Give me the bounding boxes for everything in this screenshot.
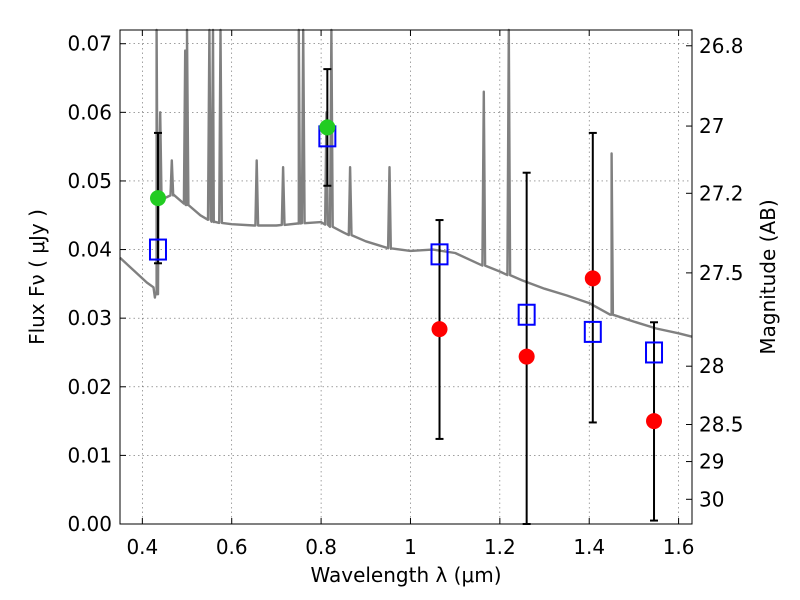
model-square-marker	[148, 238, 167, 261]
right-tick-label: 27	[699, 114, 724, 138]
axis-ticks	[120, 30, 692, 525]
observed-photometry-points	[149, 119, 663, 430]
x-tick-label: 1.6	[663, 535, 695, 559]
y-axis-label: Flux Fν ( μJy )	[25, 209, 49, 345]
y-tick-label: 0.03	[67, 306, 112, 330]
observed-circle-marker	[319, 119, 336, 136]
right-tick-label: 29	[699, 450, 724, 474]
right-tick-label: 27.2	[699, 181, 744, 205]
x-tick-label: 0.6	[216, 535, 248, 559]
x-axis-label: Wavelength λ (μm)	[310, 563, 501, 587]
spectrum-line	[119, 28, 693, 338]
observed-circle-marker	[149, 190, 166, 207]
right-tick-label: 27.5	[699, 261, 744, 285]
plot-frame	[119, 29, 693, 525]
x-tick-label: 0.4	[126, 535, 158, 559]
model-square-marker	[430, 243, 449, 266]
y-tick-label: 0.07	[67, 32, 112, 56]
y-tick-label: 0.01	[67, 443, 112, 467]
x-tick-label: 1.2	[484, 535, 516, 559]
y-axis-right-label: Magnitude (AB)	[756, 199, 780, 354]
error-bars	[153, 68, 659, 525]
y-tick-label: 0.04	[67, 238, 112, 262]
model-square-marker	[645, 341, 664, 364]
model-spectrum	[119, 28, 693, 338]
observed-circle-marker	[584, 270, 601, 287]
x-tick-label: 1	[404, 535, 417, 559]
tick-labels: 0.4 0.6 0.8 1 1.2 1.4 1.6 0.00 0.01 0.02 0.03 0.04 0…	[67, 32, 743, 559]
observed-circle-marker	[518, 348, 535, 365]
observed-circle-marker	[431, 321, 448, 338]
model-photometry-points	[148, 125, 664, 364]
right-tick-label: 26.8	[699, 34, 744, 58]
y-tick-label: 0.06	[67, 100, 112, 124]
right-tick-label: 28	[699, 354, 724, 378]
right-tick-label: 28.5	[699, 413, 744, 437]
right-tick-label: 30	[699, 487, 724, 511]
y-tick-label: 0.00	[67, 512, 112, 536]
observed-circle-marker	[646, 413, 663, 430]
x-tick-label: 1.4	[573, 535, 605, 559]
y-tick-label: 0.05	[67, 169, 112, 193]
model-square-marker	[583, 320, 602, 343]
grid-lines	[120, 30, 692, 525]
model-square-marker	[517, 303, 536, 326]
x-tick-label: 0.8	[305, 535, 337, 559]
y-tick-label: 0.02	[67, 375, 112, 399]
